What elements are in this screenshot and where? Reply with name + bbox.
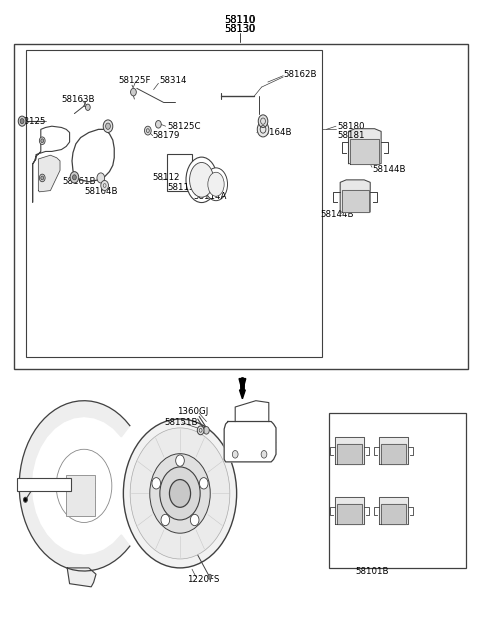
Circle shape [176, 455, 184, 466]
Circle shape [156, 121, 161, 128]
Text: 1220FS: 1220FS [187, 575, 219, 584]
Bar [17, 478, 71, 491]
Text: 58180: 58180 [337, 122, 364, 131]
Polygon shape [337, 504, 361, 524]
Circle shape [197, 426, 204, 435]
Polygon shape [382, 504, 406, 524]
Circle shape [208, 574, 212, 579]
Circle shape [232, 451, 238, 458]
Text: 58151B: 58151B [164, 418, 198, 427]
Circle shape [161, 514, 169, 526]
Bar [329, 413, 466, 568]
Circle shape [103, 120, 113, 133]
Polygon shape [350, 139, 380, 163]
Text: 58163B: 58163B [61, 95, 95, 104]
Text: 58125F: 58125F [119, 76, 151, 85]
Text: 58179: 58179 [153, 131, 180, 140]
Circle shape [150, 454, 210, 533]
Circle shape [41, 139, 44, 143]
Polygon shape [19, 401, 130, 571]
Circle shape [41, 176, 44, 180]
Text: 58113: 58113 [167, 183, 194, 192]
Circle shape [18, 116, 26, 126]
Text: 58144B: 58144B [372, 165, 406, 174]
Circle shape [152, 478, 161, 489]
Text: 58130: 58130 [224, 24, 256, 34]
Text: 58125: 58125 [18, 117, 46, 126]
Circle shape [85, 104, 90, 110]
Text: 58162B: 58162B [283, 70, 317, 79]
Polygon shape [33, 126, 70, 202]
Polygon shape [235, 401, 269, 422]
Text: 58112: 58112 [153, 174, 180, 182]
Text: 58110: 58110 [225, 15, 255, 25]
Text: 58161B: 58161B [62, 177, 96, 186]
Ellipse shape [190, 162, 214, 198]
Text: 58101B: 58101B [355, 567, 389, 575]
Circle shape [131, 88, 136, 96]
Polygon shape [38, 155, 60, 192]
Circle shape [24, 497, 27, 502]
Polygon shape [340, 180, 370, 212]
Bar [167, 154, 192, 191]
Polygon shape [72, 129, 114, 182]
Polygon shape [336, 497, 363, 524]
Bar [66, 475, 95, 516]
Polygon shape [224, 422, 276, 462]
Text: 58164B: 58164B [84, 187, 118, 196]
Text: 58110: 58110 [224, 15, 256, 25]
Circle shape [191, 514, 199, 526]
Polygon shape [380, 497, 408, 524]
Circle shape [123, 419, 237, 568]
Bar [26, 50, 322, 357]
Circle shape [20, 119, 24, 124]
Polygon shape [342, 190, 369, 212]
Polygon shape [382, 444, 406, 464]
Circle shape [257, 122, 269, 137]
Text: 58181: 58181 [337, 131, 364, 139]
Polygon shape [240, 390, 245, 399]
Circle shape [39, 137, 45, 144]
Ellipse shape [204, 168, 228, 201]
Polygon shape [380, 437, 408, 464]
Text: 58125C: 58125C [167, 122, 201, 131]
Polygon shape [336, 437, 363, 464]
Circle shape [261, 451, 267, 458]
Circle shape [160, 467, 200, 520]
Text: 58130: 58130 [225, 24, 255, 34]
Circle shape [144, 126, 151, 135]
Circle shape [169, 480, 191, 507]
Circle shape [101, 180, 108, 191]
Text: 58144B: 58144B [321, 210, 354, 219]
Polygon shape [337, 444, 361, 464]
Polygon shape [67, 568, 96, 587]
Bar [14, 44, 468, 369]
Ellipse shape [186, 157, 217, 203]
Text: 58114A: 58114A [193, 192, 227, 201]
Circle shape [204, 427, 209, 434]
Polygon shape [239, 379, 246, 391]
Circle shape [258, 115, 268, 127]
Ellipse shape [208, 172, 224, 196]
Text: 58164B: 58164B [258, 128, 292, 137]
Circle shape [106, 123, 110, 129]
Circle shape [130, 428, 230, 559]
Text: 1360GJ: 1360GJ [177, 407, 208, 416]
Text: REF.50-517: REF.50-517 [18, 480, 65, 489]
Circle shape [39, 174, 45, 182]
Circle shape [72, 175, 76, 180]
Polygon shape [348, 129, 381, 163]
Circle shape [97, 173, 105, 183]
Text: 58314: 58314 [159, 76, 187, 85]
Circle shape [199, 478, 208, 489]
Circle shape [70, 172, 79, 183]
